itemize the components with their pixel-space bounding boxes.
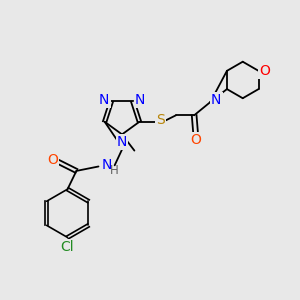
Text: Cl: Cl [61, 240, 74, 254]
Text: N: N [117, 135, 127, 149]
Text: N: N [101, 158, 112, 172]
Text: O: O [47, 153, 58, 167]
Text: H: H [110, 164, 119, 176]
Text: S: S [156, 113, 165, 127]
Text: N: N [99, 93, 110, 107]
Text: O: O [190, 133, 201, 147]
Text: N: N [211, 93, 221, 107]
Text: N: N [135, 93, 145, 107]
Text: O: O [260, 64, 271, 78]
Text: N: N [211, 93, 221, 107]
